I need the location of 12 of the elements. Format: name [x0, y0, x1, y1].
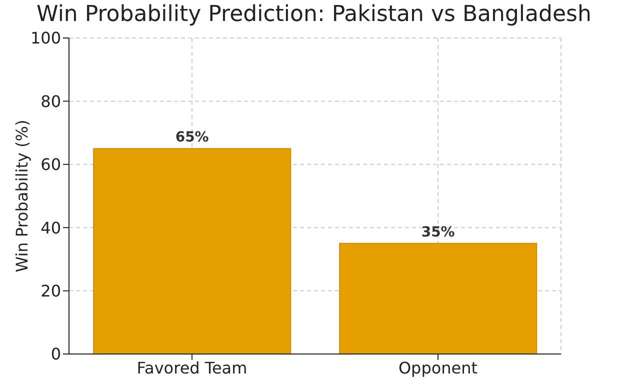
x-tick-label: Opponent	[398, 358, 478, 378]
y-tick-label: 100	[30, 28, 61, 48]
data-label: 65%	[175, 130, 209, 146]
y-tick-label: 0	[50, 344, 61, 364]
x-tick-label: Favored Team	[136, 358, 248, 378]
y-tick-label: 60	[40, 155, 61, 174]
y-axis-title: Win Probability (%)	[12, 120, 32, 272]
y-tick-label: 20	[40, 281, 61, 300]
chart-title: Win Probability Prediction: Pakistan vs Bangladesh	[36, 2, 592, 27]
data-label: 35%	[421, 224, 455, 240]
y-tick-label: 80	[40, 92, 61, 111]
y-tick-label: 40	[40, 218, 61, 238]
